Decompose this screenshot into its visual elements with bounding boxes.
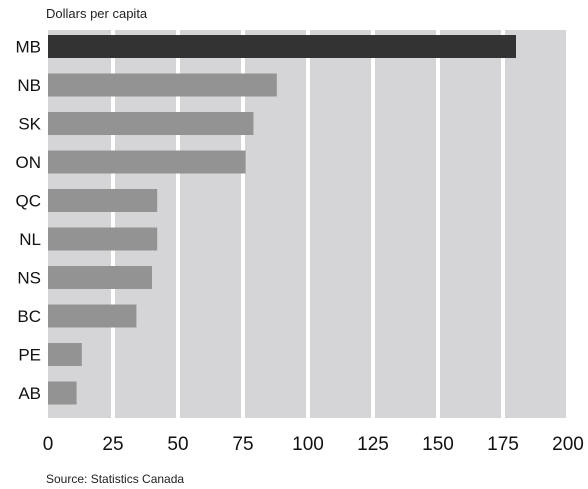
bar-on [48, 150, 246, 174]
x-tick-label-150: 150 [422, 434, 454, 455]
category-label-qc: QC [16, 192, 42, 211]
x-tick-label-175: 175 [487, 434, 519, 455]
x-tick-label-0: 0 [43, 434, 54, 455]
x-tick-label-100: 100 [292, 434, 324, 455]
chart-subtitle: Dollars per capita [46, 6, 148, 21]
bar-mb [48, 35, 516, 58]
category-label-ab: AB [18, 384, 41, 403]
category-label-sk: SK [18, 115, 41, 134]
category-label-bc: BC [17, 307, 41, 326]
category-label-ns: NS [17, 269, 41, 288]
bar-pe [48, 343, 82, 366]
bar-ns [48, 266, 152, 289]
source-note: Source: Statistics Canada [46, 472, 185, 486]
bar-ab [48, 381, 77, 405]
category-label-mb: MB [16, 38, 42, 57]
category-label-nl: NL [19, 230, 41, 249]
bar-nb [48, 73, 277, 97]
category-label-nb: NB [17, 76, 41, 95]
x-tick-label-75: 75 [232, 434, 253, 455]
x-tick-label-50: 50 [167, 434, 188, 455]
bar-sk [48, 112, 254, 135]
x-tick-label-125: 125 [357, 434, 389, 455]
category-labels: MB NB SK ON QC NL NS BC PE AB [16, 38, 42, 404]
category-label-pe: PE [18, 346, 41, 365]
category-label-on: ON [16, 153, 42, 172]
bar-bc [48, 304, 137, 328]
bar-nl [48, 227, 158, 251]
x-tick-label-200: 200 [552, 434, 584, 455]
x-axis-tick-labels: 0 25 50 75 100 125 150 175 200 [43, 434, 584, 455]
bars [48, 35, 516, 405]
x-tick-label-25: 25 [102, 434, 123, 455]
bar-qc [48, 189, 158, 212]
gridlines [111, 30, 570, 418]
